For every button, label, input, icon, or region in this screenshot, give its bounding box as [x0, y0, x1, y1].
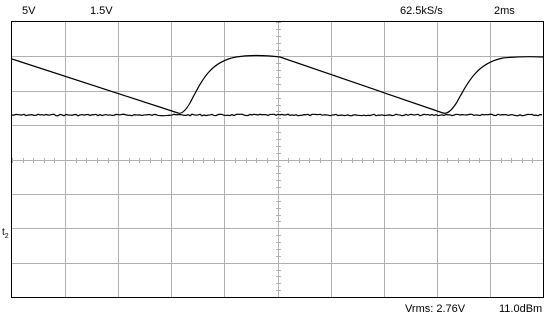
dbm-readout: 11.0dBm	[499, 303, 543, 315]
timebase-readout: 2ms	[494, 5, 515, 17]
vrms-readout: Vrms: 2.76V	[405, 303, 466, 315]
channel2-trace	[11, 113, 543, 117]
channel2-marker-letter: t	[2, 227, 5, 238]
channel2-marker-index: 2	[4, 233, 9, 240]
channel2-marker: t2	[2, 228, 9, 242]
grid	[12, 22, 544, 298]
sample-rate-readout: 62.5kS/s	[400, 5, 443, 17]
display-border	[11, 21, 544, 298]
channel1-volts-per-div: 5V	[22, 5, 36, 17]
channel1-trace	[11, 54, 544, 114]
channel2-volts-per-div: 1.5V	[90, 5, 113, 17]
